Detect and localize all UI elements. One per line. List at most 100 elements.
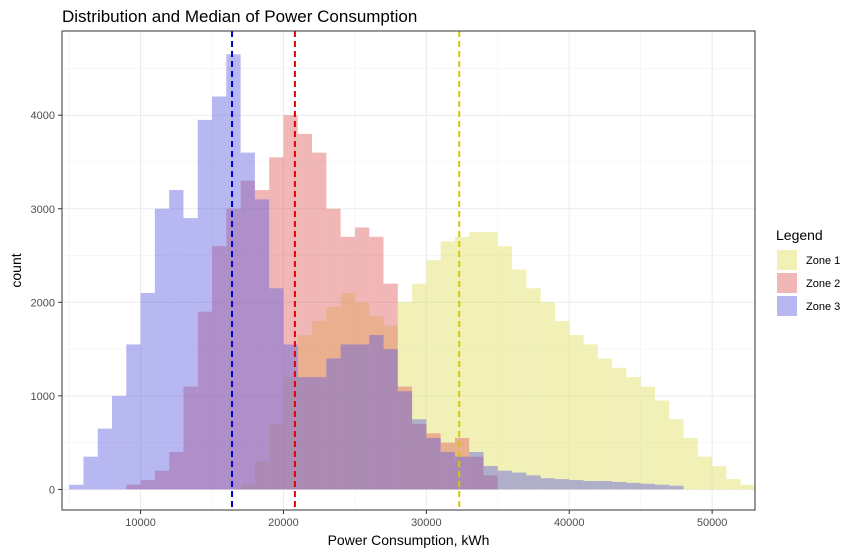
histogram-bar xyxy=(169,190,184,490)
histogram-bar xyxy=(354,227,370,490)
histogram-bar xyxy=(397,302,413,490)
legend-key-zone-1 xyxy=(777,250,797,270)
series-zone-2 xyxy=(126,115,498,490)
histogram-bar xyxy=(612,367,627,490)
histogram-bar xyxy=(554,321,570,490)
legend: Legend Zone 1 Zone 2 Zone 3 xyxy=(776,227,840,316)
histogram-bar xyxy=(269,288,284,490)
histogram-bar xyxy=(640,483,655,490)
histogram-bar xyxy=(483,475,498,490)
histogram-bar xyxy=(497,246,513,490)
histogram-bar xyxy=(412,283,427,490)
histogram-bar xyxy=(697,456,713,490)
histogram-bar xyxy=(126,344,141,490)
histogram-bar xyxy=(540,478,555,490)
histogram-bar xyxy=(183,218,198,490)
histogram-bar xyxy=(312,377,327,490)
histogram-bar xyxy=(269,423,284,490)
histogram-bar xyxy=(554,479,570,490)
histogram-bar xyxy=(483,232,498,490)
histogram-bar xyxy=(297,133,313,490)
legend-key-background xyxy=(777,250,797,270)
histogram-bar xyxy=(326,358,341,490)
histogram-bar xyxy=(440,442,455,490)
histogram-bar xyxy=(254,190,270,490)
histogram-bar xyxy=(97,428,113,490)
histogram-bar xyxy=(240,180,255,490)
histogram-bar xyxy=(197,119,213,490)
histogram-bar xyxy=(226,208,241,490)
histogram-bar xyxy=(569,480,584,490)
x-tick-label: 20000 xyxy=(268,517,299,529)
histogram-bar xyxy=(454,456,470,490)
histogram-bar xyxy=(683,437,698,490)
histogram-bar xyxy=(154,208,170,490)
histogram-bar xyxy=(254,199,270,490)
panel-border xyxy=(61,30,756,511)
histogram-bar xyxy=(597,358,613,490)
chart-title: Distribution and Median of Power Consump… xyxy=(62,7,417,26)
y-tick-label: 0 xyxy=(49,484,55,496)
panel-background xyxy=(62,31,755,510)
histogram-bar xyxy=(140,292,155,490)
histogram-bar xyxy=(483,466,498,490)
histogram-bar xyxy=(154,470,170,490)
x-tick-label: 50000 xyxy=(697,517,728,529)
histogram-bar xyxy=(669,419,684,490)
histogram-bar xyxy=(526,475,541,490)
histogram-bar xyxy=(269,157,284,490)
histogram-bar xyxy=(312,152,327,490)
histogram-bar xyxy=(212,246,227,490)
histogram-bar xyxy=(626,482,641,490)
histogram-bar xyxy=(69,484,84,490)
histogram-bar xyxy=(426,437,441,490)
histogram-bar xyxy=(383,349,398,490)
histogram-bar xyxy=(412,419,427,490)
histogram-bar xyxy=(569,335,584,490)
histogram-bar xyxy=(512,472,527,490)
legend-key-background xyxy=(777,296,797,316)
histogram-bar xyxy=(340,344,355,490)
histogram-bar xyxy=(212,96,227,490)
histogram-bar xyxy=(297,377,313,490)
y-tick-label: 3000 xyxy=(31,204,55,216)
histogram-bar xyxy=(412,423,427,490)
histogram-bar xyxy=(354,302,370,490)
histogram-bar xyxy=(726,479,741,490)
histogram-bar xyxy=(354,344,370,490)
histogram-bar xyxy=(612,481,627,490)
histogram-bar xyxy=(512,269,527,490)
histogram-bar xyxy=(197,311,213,490)
y-tick-label: 2000 xyxy=(31,297,55,309)
histogram-bar xyxy=(326,208,341,490)
histogram-bar xyxy=(597,480,613,490)
histogram-bar xyxy=(497,470,513,490)
histogram-bar xyxy=(112,395,127,490)
histogram-bar xyxy=(669,485,684,490)
histogram-bar xyxy=(254,461,270,490)
histogram-bar xyxy=(640,386,655,490)
x-tick-label: 10000 xyxy=(125,517,156,529)
histogram-bar xyxy=(397,391,413,490)
histogram-bar xyxy=(140,480,155,490)
series-zone-1 xyxy=(240,232,755,490)
x-tick-label: 40000 xyxy=(554,517,585,529)
legend-label: Zone 1 xyxy=(806,255,840,267)
histogram-bar xyxy=(326,306,341,490)
histogram-bar xyxy=(469,456,484,490)
histogram-bar xyxy=(383,283,398,490)
histogram-bar xyxy=(240,484,255,490)
y-tick-label: 1000 xyxy=(31,391,55,403)
histogram-bar xyxy=(369,335,384,490)
legend-key-zone-2 xyxy=(777,273,797,293)
legend-key-zone-3 xyxy=(777,296,797,316)
y-tick-label: 4000 xyxy=(31,110,55,122)
x-tick-label: 30000 xyxy=(411,517,442,529)
histogram-bar xyxy=(740,484,755,490)
histogram-bar xyxy=(469,451,484,490)
histogram-bar xyxy=(340,292,355,490)
histogram-bar xyxy=(654,400,670,490)
histogram-bar xyxy=(583,344,598,490)
